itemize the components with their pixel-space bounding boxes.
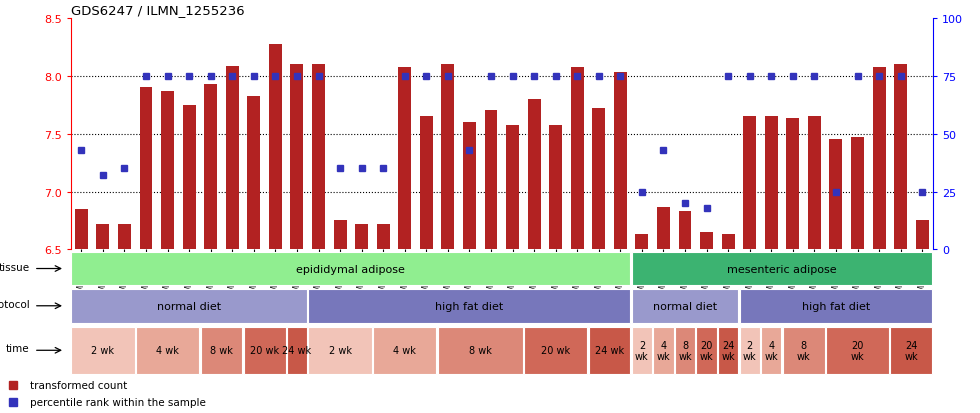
Bar <box>201 327 242 374</box>
Bar <box>309 290 630 323</box>
Bar <box>743 117 757 250</box>
Bar <box>808 117 821 250</box>
Bar <box>675 327 695 374</box>
Bar <box>309 327 371 374</box>
Bar <box>441 65 455 250</box>
Text: 24
wk: 24 wk <box>905 340 918 361</box>
Bar <box>438 327 522 374</box>
Bar <box>244 327 285 374</box>
Text: protocol: protocol <box>0 299 29 309</box>
Text: time: time <box>6 343 29 353</box>
Bar <box>740 290 932 323</box>
Text: 2
wk: 2 wk <box>743 340 757 361</box>
Text: transformed count: transformed count <box>29 380 126 390</box>
Text: normal diet: normal diet <box>653 301 717 311</box>
Bar <box>632 252 932 285</box>
Text: 2 wk: 2 wk <box>328 345 352 356</box>
Text: epididymal adipose: epididymal adipose <box>296 264 406 274</box>
Text: 4
wk: 4 wk <box>764 340 778 361</box>
Bar <box>74 209 88 250</box>
Text: GDS6247 / ILMN_1255236: GDS6247 / ILMN_1255236 <box>71 5 244 17</box>
Text: 8 wk: 8 wk <box>210 345 233 356</box>
Bar <box>247 97 261 250</box>
Bar <box>654 327 673 374</box>
Bar <box>761 327 781 374</box>
Bar <box>72 327 134 374</box>
Text: high fat diet: high fat diet <box>435 301 504 311</box>
Bar <box>290 65 304 250</box>
Bar <box>484 111 498 250</box>
Bar <box>287 327 307 374</box>
Bar <box>872 68 886 250</box>
Text: 20
wk: 20 wk <box>851 340 864 361</box>
Bar <box>118 224 131 250</box>
Bar <box>783 327 824 374</box>
Bar <box>915 221 929 250</box>
Bar <box>678 212 692 250</box>
Bar <box>613 73 627 250</box>
Bar <box>786 119 800 250</box>
Bar <box>721 235 735 250</box>
Text: 20 wk: 20 wk <box>541 345 570 356</box>
Bar <box>333 221 347 250</box>
Bar <box>826 327 889 374</box>
Text: 24
wk: 24 wk <box>721 340 735 361</box>
Bar <box>589 327 630 374</box>
Bar <box>657 207 670 250</box>
Text: high fat diet: high fat diet <box>802 301 870 311</box>
Bar <box>506 126 519 250</box>
Bar <box>96 224 110 250</box>
Bar <box>570 68 584 250</box>
Text: 20
wk: 20 wk <box>700 340 713 361</box>
Bar <box>398 68 412 250</box>
Bar <box>225 67 239 250</box>
Bar <box>312 65 325 250</box>
Text: 8
wk: 8 wk <box>678 340 692 361</box>
Bar <box>72 252 630 285</box>
Text: 24 wk: 24 wk <box>282 345 312 356</box>
Bar <box>269 45 282 250</box>
Bar <box>139 88 153 250</box>
Bar <box>161 91 174 250</box>
Bar <box>204 85 218 250</box>
Bar <box>891 327 932 374</box>
Text: 4
wk: 4 wk <box>657 340 670 361</box>
Text: percentile rank within the sample: percentile rank within the sample <box>29 397 206 407</box>
Bar <box>136 327 199 374</box>
Bar <box>894 65 907 250</box>
Text: 20 wk: 20 wk <box>250 345 279 356</box>
Bar <box>592 109 606 250</box>
Bar <box>182 105 196 250</box>
Bar <box>851 138 864 250</box>
Text: 24 wk: 24 wk <box>595 345 624 356</box>
Bar <box>718 327 738 374</box>
Bar <box>373 327 436 374</box>
Bar <box>524 327 587 374</box>
Text: 4 wk: 4 wk <box>156 345 179 356</box>
Text: tissue: tissue <box>0 262 29 272</box>
Bar <box>632 290 738 323</box>
Bar <box>419 117 433 250</box>
Text: 8
wk: 8 wk <box>797 340 810 361</box>
Bar <box>740 327 760 374</box>
Bar <box>527 100 541 250</box>
Bar <box>355 224 368 250</box>
Text: 4 wk: 4 wk <box>393 345 416 356</box>
Bar <box>635 235 649 250</box>
Text: 2
wk: 2 wk <box>635 340 649 361</box>
Bar <box>463 123 476 250</box>
Bar <box>829 140 843 250</box>
Text: normal diet: normal diet <box>157 301 221 311</box>
Bar <box>764 117 778 250</box>
Text: 8 wk: 8 wk <box>468 345 492 356</box>
Bar <box>697 327 716 374</box>
Bar <box>549 126 563 250</box>
Bar <box>72 290 307 323</box>
Bar <box>632 327 652 374</box>
Bar <box>376 224 390 250</box>
Text: 2 wk: 2 wk <box>91 345 115 356</box>
Bar <box>700 233 713 250</box>
Text: mesenteric adipose: mesenteric adipose <box>727 264 837 274</box>
